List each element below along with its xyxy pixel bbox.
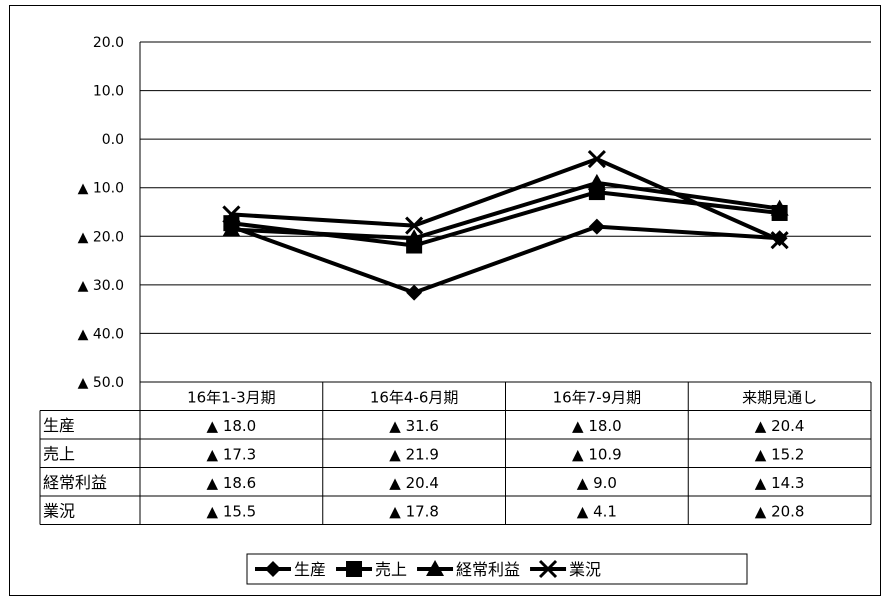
x-category-label: 16年7-9月期 xyxy=(553,388,642,406)
x-category-label: 来期見通し xyxy=(742,388,817,406)
data-point-diamond xyxy=(406,284,423,301)
x-category-label: 16年4-6月期 xyxy=(370,388,459,406)
table-value: ▲ 20.4 xyxy=(755,417,805,435)
data-point-triangle xyxy=(222,220,241,237)
table-value: ▲ 15.2 xyxy=(755,445,805,463)
legend-marker-triangle xyxy=(426,560,445,576)
table-value: ▲ 18.0 xyxy=(207,417,257,435)
legend-label: 生産 xyxy=(294,560,326,579)
data-point-x xyxy=(587,149,606,169)
table-value: ▲ 4.1 xyxy=(577,502,617,520)
data-point-x xyxy=(222,205,241,224)
data-point-triangle xyxy=(770,199,789,216)
y-tick-label: ▲ 30.0 xyxy=(78,278,124,294)
table-series-name: 生産 xyxy=(43,416,75,435)
table-value: ▲ 10.9 xyxy=(572,445,622,463)
legend-label: 業況 xyxy=(569,560,601,579)
legend: 生産 売上 経常利益 業況 xyxy=(246,553,748,585)
table-value: ▲ 20.8 xyxy=(755,502,805,520)
table-series-name: 売上 xyxy=(43,444,75,463)
table-value: ▲ 14.3 xyxy=(755,474,805,492)
marker-x-stroke xyxy=(587,149,606,169)
series-line-triangle xyxy=(231,180,780,241)
data-point-triangle xyxy=(405,229,424,246)
legend-label: 売上 xyxy=(375,560,407,579)
legend-marker-square xyxy=(346,561,363,577)
marker-x-stroke xyxy=(770,231,789,250)
data-point-x xyxy=(770,231,789,250)
data-point-diamond xyxy=(588,218,605,235)
series-line-x xyxy=(231,157,781,242)
legend-marker-x xyxy=(538,559,558,579)
y-tick-label: ▲ 40.0 xyxy=(78,326,124,342)
x-category-label: 16年1-3月期 xyxy=(187,388,276,406)
chart-frame xyxy=(9,5,881,596)
y-tick-label: ▲ 20.0 xyxy=(78,229,124,245)
series-lines xyxy=(222,149,789,301)
table-value: ▲ 17.8 xyxy=(389,502,439,520)
y-tick-label: 0.0 xyxy=(102,132,124,148)
data-point-triangle xyxy=(587,173,606,190)
legend-marker-diamond xyxy=(265,561,281,577)
legend-box xyxy=(246,553,748,585)
table-value: ▲ 20.4 xyxy=(389,474,439,492)
marker-x-stroke xyxy=(222,205,241,224)
y-tick-label: ▲ 10.0 xyxy=(78,181,124,197)
marker-x-stroke xyxy=(538,559,558,579)
marker-x-stroke xyxy=(405,216,424,235)
table-value: ▲ 9.0 xyxy=(577,474,617,492)
table-value: ▲ 18.0 xyxy=(572,417,622,435)
table-value: ▲ 17.3 xyxy=(207,445,257,463)
table-value: ▲ 18.6 xyxy=(207,474,257,492)
table-series-name: 経常利益 xyxy=(43,473,107,492)
y-tick-label: ▲ 50.0 xyxy=(78,375,124,391)
data-point-x xyxy=(405,216,424,235)
table-value: ▲ 31.6 xyxy=(389,417,439,435)
y-tick-label: 10.0 xyxy=(93,84,124,100)
table-series-name: 業況 xyxy=(43,501,75,520)
legend-label: 経常利益 xyxy=(456,560,520,579)
series-line-diamond xyxy=(230,224,780,295)
table-value: ▲ 15.5 xyxy=(207,502,257,520)
y-tick-label: 20.0 xyxy=(93,35,124,51)
table-value: ▲ 21.9 xyxy=(389,445,439,463)
y-axis-tick-labels: 20.0 10.0 0.0 ▲ 10.0 ▲ 20.0 ▲ 30.0 ▲ 40.0 ▲ 50.… xyxy=(78,35,124,391)
